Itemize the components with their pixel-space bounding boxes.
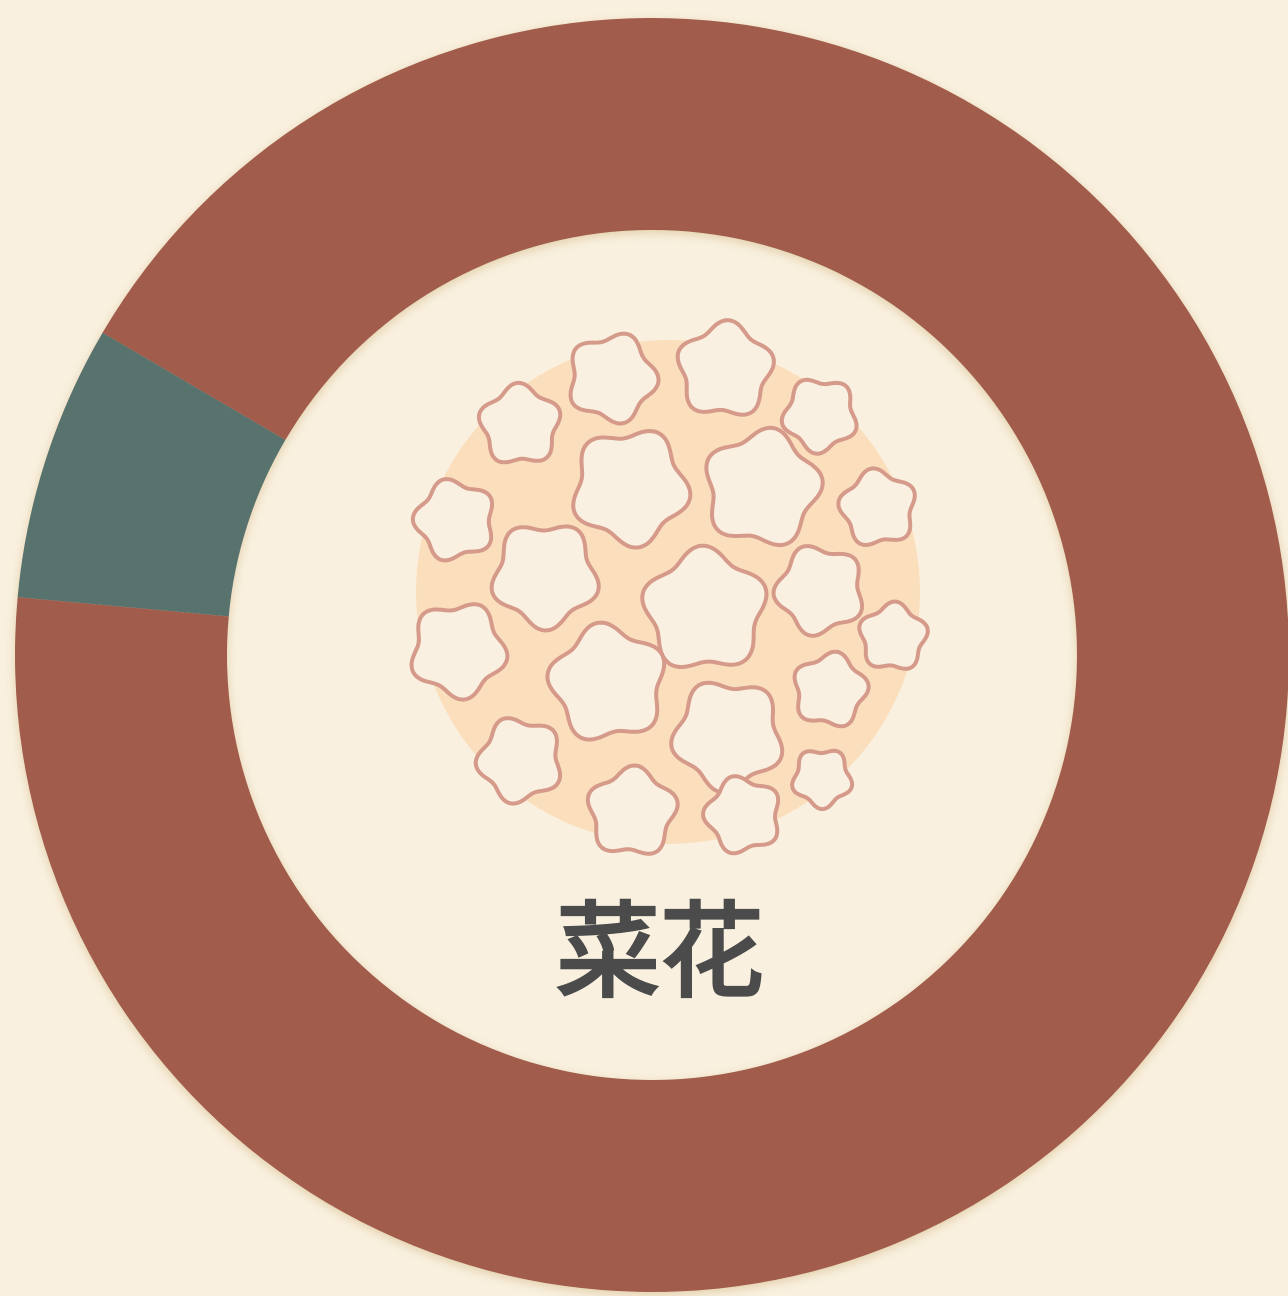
chart-title: 菜花 [556,891,764,1013]
chart: 菜花 [0,0,1288,1296]
page: 菜花 (() => { const data = JSON.parse(docu… [0,0,1288,1296]
